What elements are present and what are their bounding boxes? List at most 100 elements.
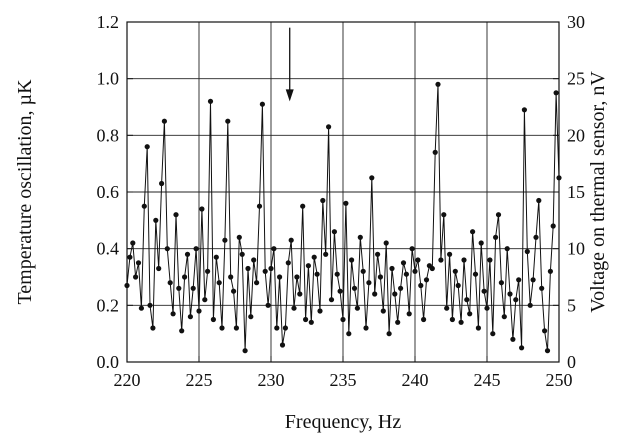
data-point [415, 257, 421, 263]
data-point [190, 285, 196, 291]
data-point [265, 302, 271, 308]
data-point [498, 280, 504, 286]
data-point [487, 257, 493, 263]
data-point [326, 124, 332, 130]
data-point [282, 325, 288, 331]
annotation [285, 27, 294, 102]
data-point [205, 268, 211, 274]
x-tick-label: 230 [258, 370, 285, 390]
data-point [386, 331, 392, 337]
y-tick-label: 0.4 [97, 239, 120, 259]
data-point [421, 316, 427, 323]
data-point [501, 314, 507, 320]
data-point [259, 101, 265, 107]
data-point [303, 316, 309, 323]
data-point [184, 251, 191, 257]
data-point [521, 107, 528, 113]
data-point [389, 265, 395, 272]
data-point [138, 305, 144, 311]
data-point [328, 297, 335, 303]
data-point [331, 229, 337, 235]
data-point [418, 282, 424, 289]
data-point [372, 291, 378, 297]
data-point [314, 271, 320, 277]
data-point [447, 251, 453, 257]
y-right-tick-label: 20 [567, 125, 585, 145]
x-tick-label: 235 [330, 370, 357, 390]
data-point [213, 254, 219, 260]
data-point [291, 305, 297, 311]
data-point [461, 257, 467, 263]
data-point [254, 280, 260, 286]
data-point [527, 302, 533, 308]
data-point [147, 302, 153, 308]
data-point [300, 203, 306, 209]
data-point [173, 212, 179, 218]
y-right-tick-label: 5 [567, 295, 576, 315]
data-point [544, 348, 551, 354]
data-point [475, 325, 481, 331]
data-point [470, 229, 476, 235]
data-point [236, 234, 242, 240]
data-point [279, 342, 286, 348]
data-point [135, 260, 142, 266]
data-point [277, 274, 283, 280]
data-point [455, 282, 461, 289]
data-point [199, 206, 205, 212]
data-point [510, 336, 516, 342]
y-right-tick-label: 10 [567, 239, 585, 259]
data-point [225, 118, 231, 124]
data-point [547, 268, 554, 274]
data-point [150, 325, 156, 331]
data-point [536, 197, 542, 204]
data-point [153, 217, 159, 223]
data-point [343, 200, 349, 206]
data-point [369, 175, 375, 181]
data-point [524, 248, 530, 255]
x-tick-label: 250 [546, 370, 573, 390]
y-right-tick-label: 25 [567, 69, 585, 89]
data-point [156, 265, 162, 272]
y-tick-label: 0.6 [97, 182, 120, 202]
x-tick-label: 240 [402, 370, 429, 390]
data-point [251, 257, 257, 263]
data-point [444, 305, 450, 311]
data-point [403, 271, 409, 277]
data-point [130, 240, 136, 246]
data-point [144, 144, 150, 150]
data-point [556, 175, 562, 181]
y-tick-label: 1.2 [97, 12, 120, 32]
data-point [349, 257, 355, 263]
data-point [438, 257, 444, 263]
data-point [441, 212, 447, 218]
data-point [256, 203, 263, 209]
x-tick-label: 220 [114, 370, 141, 390]
data-point [245, 265, 251, 272]
data-point [210, 316, 216, 323]
data-point [323, 251, 329, 257]
data-point [490, 331, 496, 337]
data-point [432, 149, 438, 155]
data-point [248, 314, 254, 320]
data-point [478, 240, 484, 246]
data-point [409, 246, 415, 252]
data-point [202, 297, 208, 303]
annotation-arrow-head [285, 89, 294, 102]
data-point [429, 265, 435, 272]
data-point [354, 305, 360, 311]
data-point [337, 288, 343, 294]
y-tick-label: 0.2 [97, 295, 120, 315]
data-point [380, 308, 386, 314]
y-right-tick-label: 15 [567, 182, 585, 202]
data-point [127, 254, 133, 260]
data-point [375, 251, 381, 257]
y-right-tick-label: 0 [567, 352, 576, 372]
data-point [464, 297, 470, 303]
data-point [124, 282, 130, 289]
x-axis-label: Frequency, Hz [285, 411, 402, 433]
data-point [233, 325, 239, 331]
data-point [383, 240, 389, 246]
data-point [161, 118, 167, 124]
data-point [340, 316, 346, 323]
